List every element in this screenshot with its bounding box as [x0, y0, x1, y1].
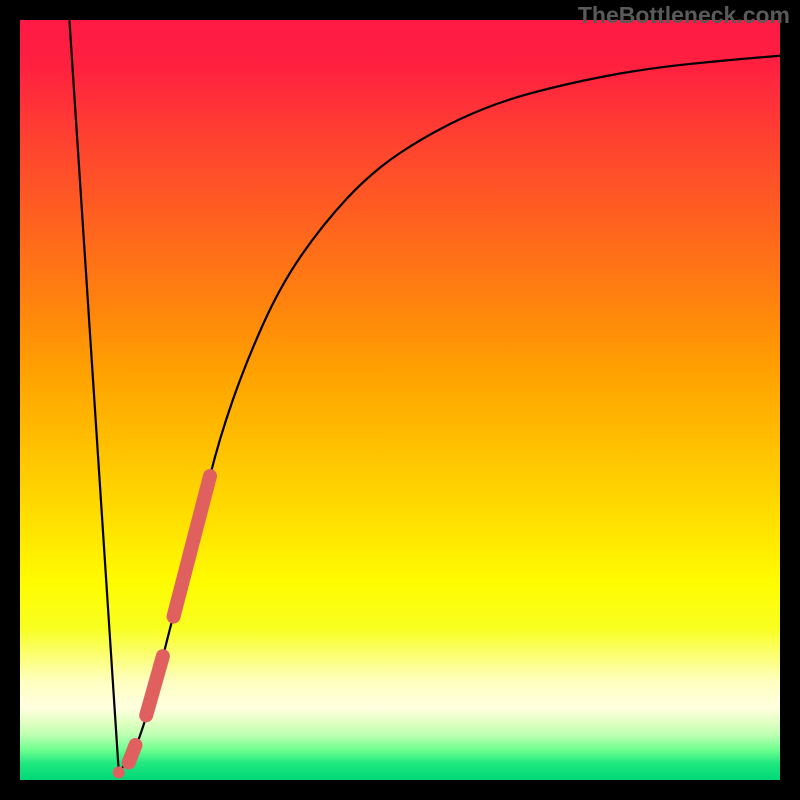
chart-svg: [0, 0, 800, 800]
watermark-text: TheBottleneck.com: [578, 2, 790, 29]
overlay-dot: [113, 766, 125, 778]
overlay-segment: [129, 745, 136, 762]
outer-frame: TheBottleneck.com: [0, 0, 800, 800]
gradient-background: [20, 20, 780, 780]
